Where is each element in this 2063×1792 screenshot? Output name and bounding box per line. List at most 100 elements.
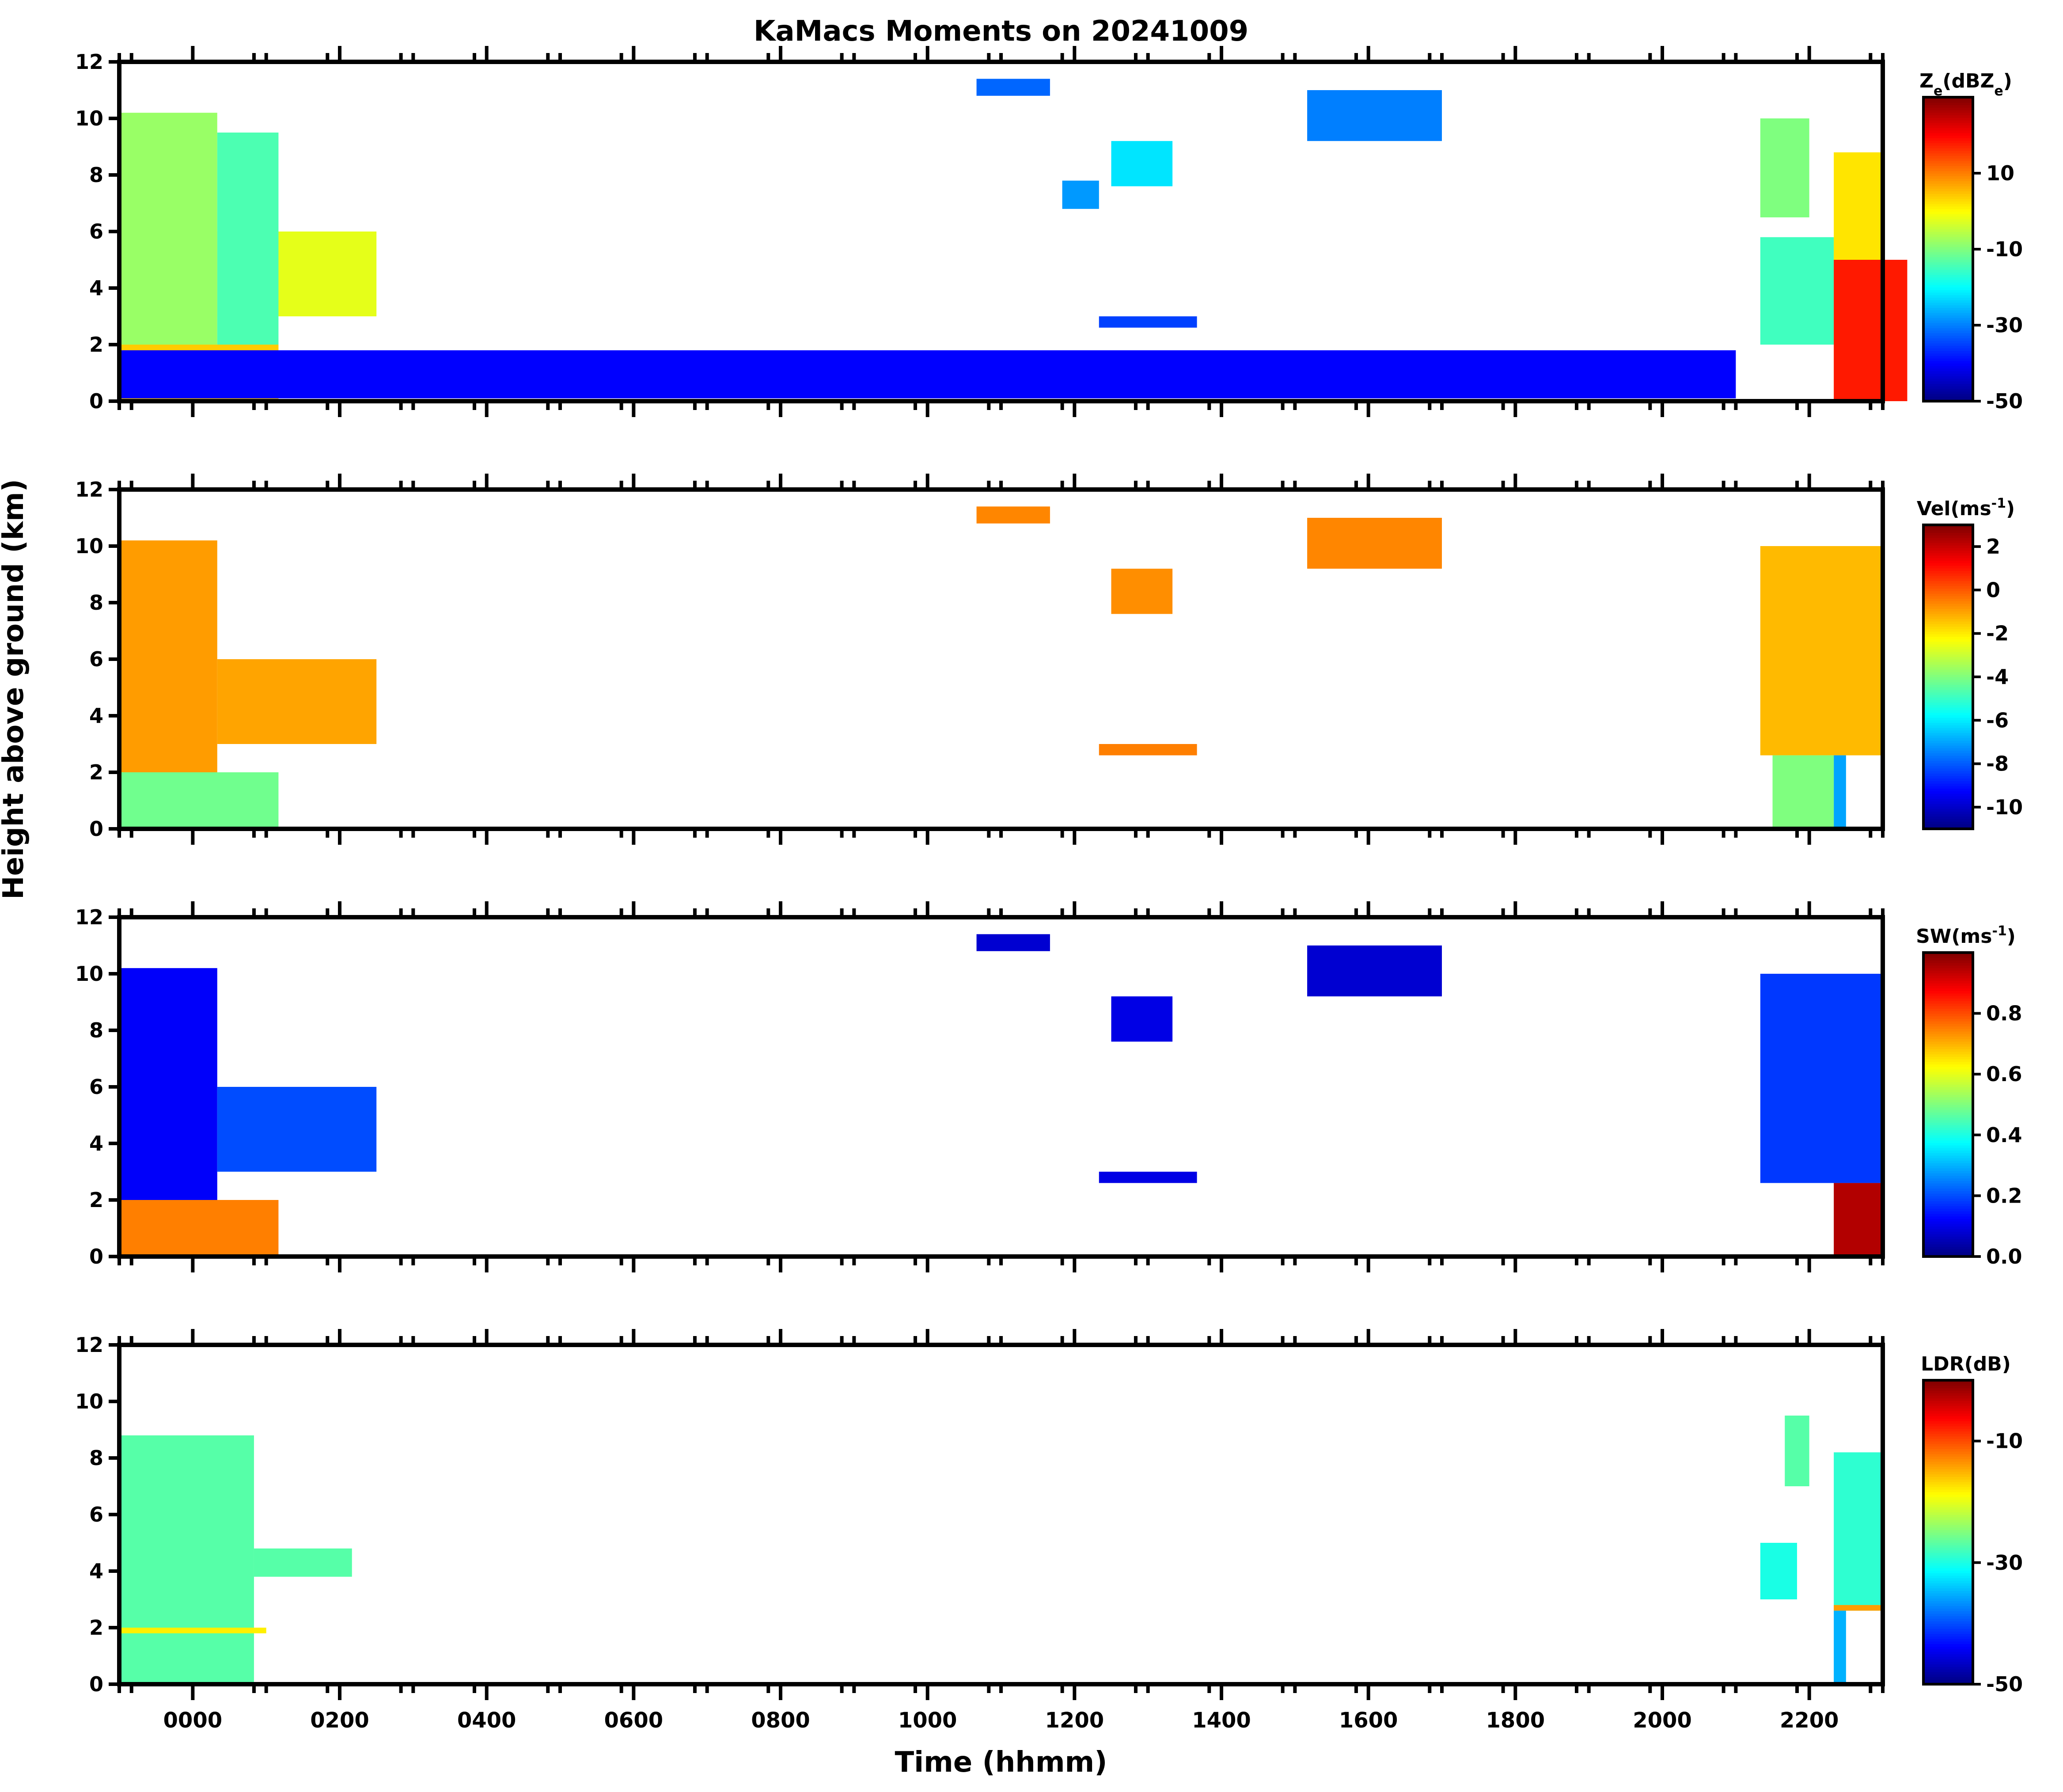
x-tick-label: 1400 [1192, 1708, 1251, 1733]
y-tick-label: 6 [89, 1503, 103, 1526]
colorbar-step [1923, 1502, 1973, 1505]
colorbar-step [1923, 1388, 1973, 1391]
colorbar-step [1923, 773, 1973, 776]
colorbar-step [1923, 213, 1973, 217]
echo-cell [1099, 1172, 1197, 1183]
colorbar-step [1923, 117, 1973, 121]
colorbar-step [1923, 340, 1973, 344]
colorbar-step [1923, 249, 1973, 252]
echo-cell [1834, 1183, 1883, 1257]
colorbar-step [1923, 323, 1973, 326]
colorbar-step [1923, 1641, 1973, 1644]
colorbar-step [1923, 191, 1973, 194]
colorbar-step [1923, 254, 1973, 258]
y-tick-label: 2 [89, 333, 103, 357]
colorbar-step [1923, 1666, 1973, 1670]
colorbar-step [1923, 1382, 1973, 1386]
colorbar-step [1923, 679, 1973, 683]
colorbar-step [1923, 740, 1973, 744]
colorbar-step [1923, 1514, 1973, 1518]
colorbar-step [1923, 1228, 1973, 1232]
x-tick-label: 0200 [310, 1708, 369, 1733]
colorbar-step [1923, 365, 1973, 369]
echo-cell [119, 540, 217, 772]
colorbar-step [1923, 991, 1973, 994]
colorbar-step [1923, 765, 1973, 769]
colorbar-step [1923, 530, 1973, 533]
colorbar-step [1923, 692, 1973, 695]
colorbar-step [1923, 957, 1973, 961]
colorbar-step [1923, 1105, 1973, 1108]
colorbar-step [1923, 259, 1973, 262]
colorbar-step [1923, 1583, 1973, 1586]
colorbar-step [1923, 1213, 1973, 1217]
colorbar-step [1923, 1484, 1973, 1487]
colorbar-step [1923, 646, 1973, 649]
colorbar-step [1923, 1552, 1973, 1556]
colorbar-step [1923, 160, 1973, 164]
colorbar-step [1923, 737, 1973, 741]
colorbar-step [1923, 621, 1973, 624]
colorbar-step [1923, 262, 1973, 265]
colorbar-step [1923, 1219, 1973, 1222]
colorbar-step [1923, 1507, 1973, 1510]
colorbar-step [1923, 1570, 1973, 1573]
colorbar-step [1923, 307, 1973, 311]
colorbar-step [1923, 1107, 1973, 1110]
colorbar-step [1923, 657, 1973, 660]
colorbar-step [1923, 545, 1973, 548]
x-tick-label: 0400 [457, 1708, 516, 1733]
colorbar-step [1923, 105, 1973, 108]
colorbar-step [1923, 1504, 1973, 1507]
colorbar-step [1923, 768, 1973, 771]
y-tick-label: 2 [89, 1616, 103, 1640]
colorbar-step [1923, 722, 1973, 725]
colorbar-step [1923, 343, 1973, 346]
colorbar-tick-label: -10 [1986, 1429, 2023, 1453]
colorbar-step [1923, 1410, 1973, 1414]
colorbar-step [1923, 778, 1973, 782]
colorbar-step [1923, 1585, 1973, 1589]
colorbar-step [1923, 1023, 1973, 1027]
colorbar-step [1923, 1236, 1973, 1239]
echo-cell [1760, 1543, 1797, 1599]
colorbar-step [1923, 1517, 1973, 1520]
colorbar-tick-label: -2 [1986, 622, 2009, 645]
colorbar-step [1923, 816, 1973, 820]
colorbar-step [1923, 122, 1973, 126]
colorbar-step [1923, 330, 1973, 334]
colorbar-step [1923, 1112, 1973, 1115]
colorbar-step [1923, 247, 1973, 250]
colorbar-step [1923, 368, 1973, 372]
echo-cell [119, 772, 279, 829]
colorbar-step [1923, 1572, 1973, 1576]
colorbar-step [1923, 1200, 1973, 1204]
y-tick-label: 12 [75, 1333, 103, 1357]
y-tick-label: 10 [75, 106, 103, 130]
colorbar-step [1923, 806, 1973, 809]
colorbar-step [1923, 1595, 1973, 1599]
colorbar-step [1923, 1102, 1973, 1105]
colorbar-step [1923, 1431, 1973, 1434]
colorbar-tick-label: 0.0 [1986, 1245, 2022, 1268]
echo-layer [119, 506, 1883, 829]
y-tick-label: 0 [89, 1245, 103, 1268]
colorbar-step [1923, 1534, 1973, 1538]
colorbar-step [1923, 226, 1973, 230]
colorbar-step [1923, 796, 1973, 799]
colorbar-step [1923, 115, 1973, 118]
colorbar-step [1923, 803, 1973, 807]
colorbar-step [1923, 1413, 1973, 1416]
colorbar-step [1923, 1400, 1973, 1404]
colorbar-step [1923, 358, 1973, 361]
colorbar-step [1923, 1006, 1973, 1009]
colorbar-step [1923, 320, 1973, 323]
colorbar-step [1923, 1185, 1973, 1189]
colorbar-step [1923, 1423, 1973, 1427]
colorbar-step [1923, 125, 1973, 128]
colorbar-step [1923, 383, 1973, 387]
colorbar-step [1923, 1499, 1973, 1503]
y-axis-label: Height above ground (km) [0, 479, 30, 900]
y-tick-label: 0 [89, 817, 103, 841]
echo-cell [119, 1628, 266, 1633]
